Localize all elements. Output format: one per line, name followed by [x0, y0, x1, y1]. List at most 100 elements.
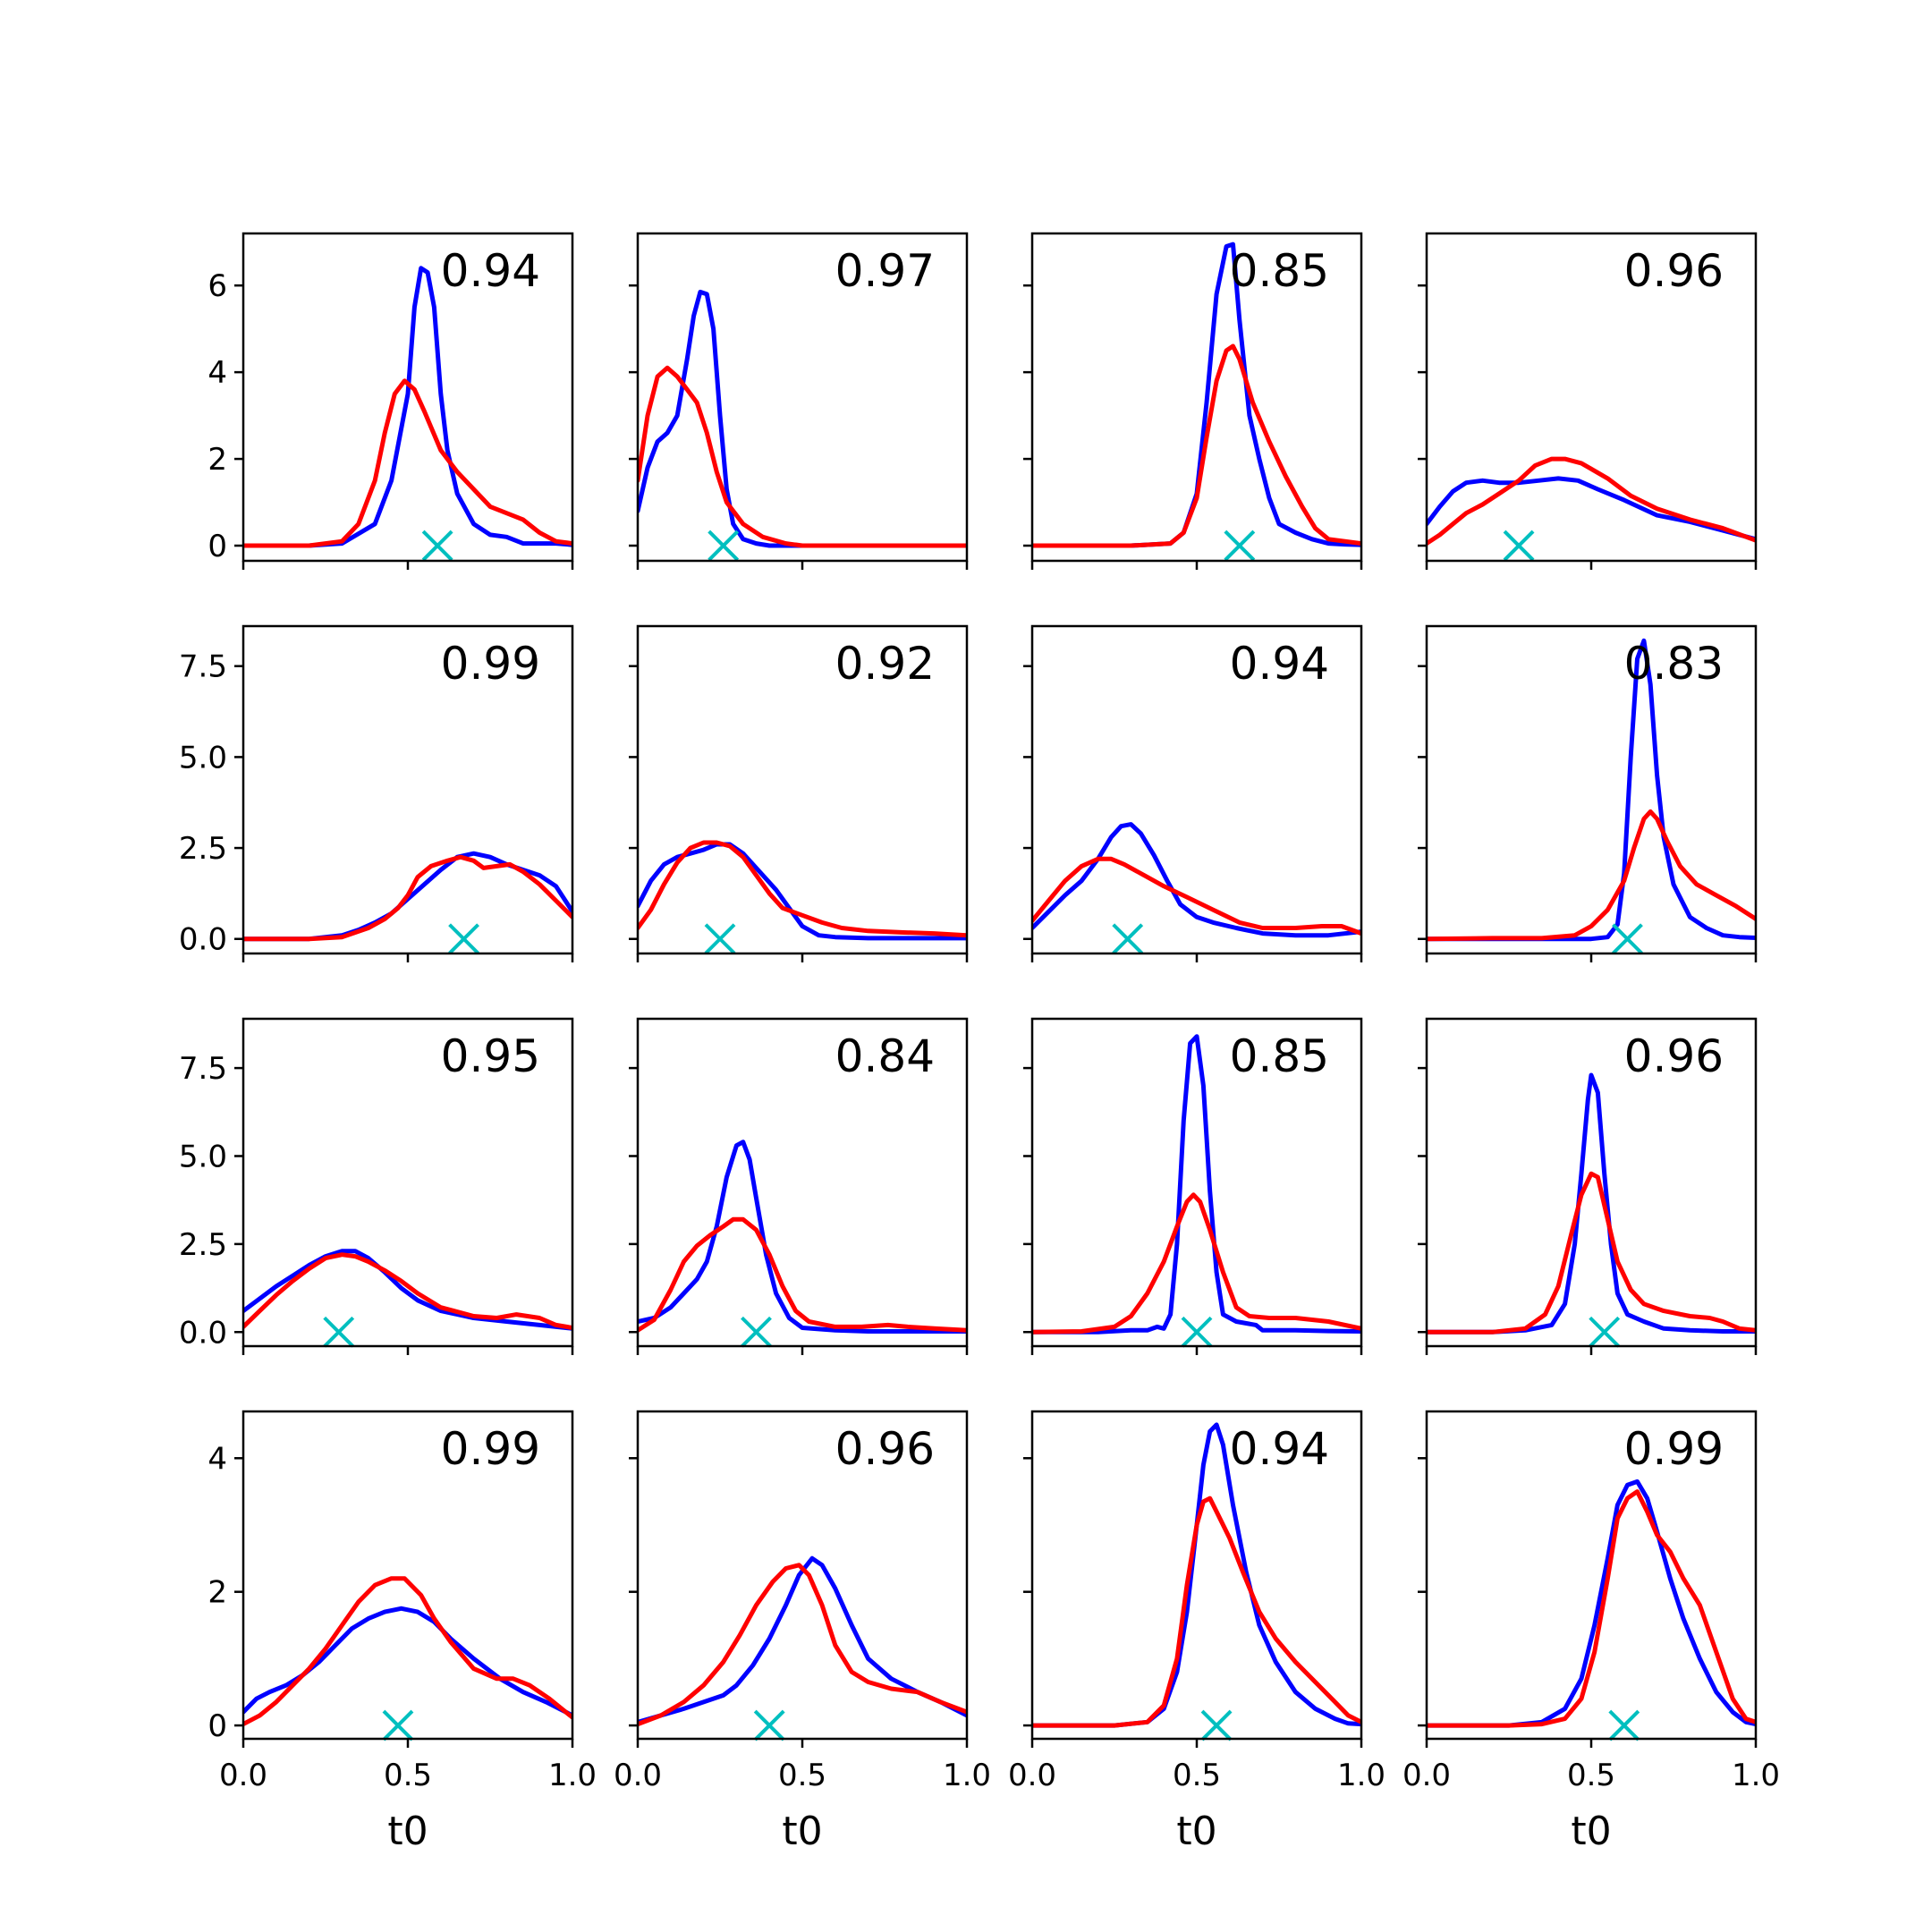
marker-stroke	[753, 1709, 785, 1741]
marker-stroke	[1200, 1709, 1233, 1741]
subplot-r4-c4: 0.0 0.5 1.0 t0 0.99	[1402, 1410, 1780, 1854]
series-red-line	[1427, 809, 1756, 942]
marker-x	[1181, 1316, 1213, 1348]
marker-x	[1608, 1709, 1640, 1741]
y-tick-label: 0	[208, 1708, 227, 1744]
panel-annotation: 0.96	[835, 1423, 935, 1475]
x-axis-label: t0	[387, 1809, 428, 1854]
subplot-r4-c2: 0.0 0.5 1.0 t0 0.96	[614, 1410, 991, 1854]
marker-x	[1503, 530, 1535, 562]
marker-x	[1612, 923, 1643, 955]
panel-annotation: 0.95	[441, 1030, 540, 1082]
subplot-r3-c4: 0.96	[1418, 1017, 1758, 1355]
x-axis-label: t0	[782, 1809, 822, 1854]
panel-annotation: 0.92	[835, 638, 935, 690]
series-red-line	[1427, 1171, 1756, 1335]
panel-annotation: 0.84	[835, 1030, 935, 1082]
marker-x	[1200, 1709, 1233, 1741]
subplot-r1-c1: 0 2 4 6 0.94	[208, 232, 574, 570]
marker-stroke	[323, 1316, 355, 1348]
x-axis-label: t0	[1176, 1809, 1216, 1854]
x-tick-label: 1.0	[943, 1758, 991, 1793]
y-tick-label: 4	[208, 355, 227, 391]
panel-annotation: 0.83	[1624, 638, 1724, 690]
subplot-r2-c2: 0.92	[629, 624, 969, 962]
x-tick-label: 1.0	[1732, 1758, 1780, 1793]
y-tick-label: 0.0	[179, 922, 227, 958]
y-tick-label: 0	[208, 529, 227, 564]
series-blue-line	[638, 842, 967, 941]
y-tick-label: 5.0	[179, 740, 227, 775]
series-red-line	[638, 1563, 967, 1727]
marker-stroke	[1612, 923, 1643, 955]
x-tick-label: 0.5	[1567, 1758, 1615, 1793]
subplot-r3-c2: 0.84	[629, 1017, 969, 1355]
x-tick-label: 0.5	[384, 1758, 432, 1793]
subplot-r1-c4: 0.96	[1418, 232, 1758, 570]
x-tick-label: 1.0	[1337, 1758, 1385, 1793]
subplot-r1-c3: 0.85	[1023, 232, 1363, 570]
y-tick-label: 7.5	[179, 649, 227, 685]
series-red-line	[243, 378, 572, 548]
x-tick-label: 0.0	[219, 1758, 267, 1793]
marker-x	[382, 1709, 414, 1741]
subplot-r4-c3: 0.0 0.5 1.0 t0 0.94	[1008, 1410, 1385, 1854]
series-red-line	[638, 1216, 967, 1333]
y-tick-label: 7.5	[179, 1051, 227, 1087]
panel-annotation: 0.99	[441, 1423, 540, 1475]
x-tick-label: 0.0	[1008, 1758, 1056, 1793]
marker-stroke	[448, 923, 479, 955]
marker-x	[448, 923, 479, 955]
series-blue-line	[638, 1555, 967, 1724]
series-blue-line	[243, 266, 572, 548]
x-tick-label: 0.0	[1402, 1758, 1451, 1793]
panel-annotation: 0.99	[1624, 1423, 1724, 1475]
marker-stroke	[708, 530, 740, 562]
x-tick-label: 1.0	[548, 1758, 597, 1793]
series-red-line	[1427, 456, 1756, 547]
subplot-r4-c1: 0 2 4 0.0 0.5 1.0 t0 0.99	[208, 1410, 597, 1854]
marker-x	[421, 530, 453, 562]
series-red-line	[638, 840, 967, 938]
series-red-line	[1032, 343, 1361, 548]
y-tick-label: 2.5	[179, 831, 227, 867]
marker-x	[1112, 923, 1144, 955]
marker-x	[704, 923, 736, 955]
panel-annotation: 0.96	[1624, 245, 1724, 297]
series-red-line	[1032, 1496, 1361, 1728]
subplot-r3-c3: 0.85	[1023, 1017, 1363, 1355]
marker-stroke	[421, 530, 453, 562]
y-tick-label: 4	[208, 1441, 227, 1477]
series-blue-line	[638, 1140, 967, 1334]
panel-annotation: 0.94	[441, 245, 540, 297]
marker-x	[753, 1709, 785, 1741]
series-red-line	[243, 1252, 572, 1330]
marker-x	[1224, 530, 1256, 562]
marker-stroke	[1224, 530, 1256, 562]
panel-annotation: 0.99	[441, 638, 540, 690]
series-blue-line	[243, 1606, 572, 1718]
panel-annotation: 0.97	[835, 245, 935, 297]
subplot-r1-c2: 0.97	[629, 232, 969, 570]
series-red-line	[1427, 1489, 1756, 1728]
panel-annotation: 0.96	[1624, 1030, 1724, 1082]
panel-annotation: 0.85	[1230, 1030, 1329, 1082]
marker-stroke	[1112, 923, 1144, 955]
marker-stroke	[1503, 530, 1535, 562]
y-tick-label: 6	[208, 268, 227, 304]
panel-annotation: 0.85	[1230, 245, 1329, 297]
marker-stroke	[741, 1316, 772, 1348]
subplot-r2-c1: 0.0 2.5 5.0 7.5 0.99	[179, 624, 574, 962]
x-tick-label: 0.0	[614, 1758, 662, 1793]
series-blue-line	[1032, 822, 1361, 938]
y-tick-label: 2.5	[179, 1227, 227, 1263]
series-blue-line	[1427, 1072, 1756, 1335]
panel-annotation: 0.94	[1230, 1423, 1329, 1475]
series-red-line	[243, 854, 572, 942]
subplot-r2-c3: 0.94	[1023, 624, 1363, 962]
series-red-line	[243, 1576, 572, 1727]
series-blue-line	[1427, 638, 1756, 942]
series-blue-line	[638, 289, 967, 548]
marker-stroke	[704, 923, 736, 955]
